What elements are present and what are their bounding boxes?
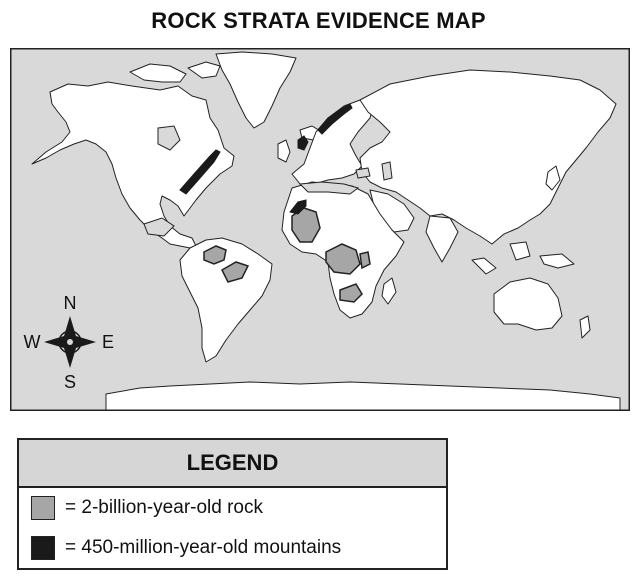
legend-item-mountains: = 450-million-year-old mountains [31, 536, 341, 560]
caspian-sea [381, 161, 393, 181]
japan [545, 165, 561, 191]
india [425, 215, 459, 263]
compass-rose: N S E W [24, 293, 115, 392]
compass-e: E [102, 332, 114, 352]
new-zealand [579, 315, 591, 339]
asia [359, 69, 617, 245]
north-america [31, 81, 235, 249]
new-guinea [539, 253, 575, 269]
compass-ring [58, 330, 82, 354]
compass-s: S [64, 372, 76, 392]
map-title: ROCK STRATA EVIDENCE MAP [151, 8, 486, 33]
old-rock-east-africa [359, 251, 371, 270]
south-america [179, 237, 273, 363]
mountains-northwest-africa [289, 199, 307, 215]
antarctica [105, 381, 621, 411]
old-rock-brazil-north [203, 245, 227, 265]
arctic-islands [129, 63, 187, 83]
compass-n: N [64, 293, 77, 313]
europe [291, 99, 375, 185]
borneo [509, 241, 531, 261]
greenland [215, 51, 297, 129]
australia [493, 277, 563, 331]
legend-heading: LEGEND [19, 440, 446, 488]
hudson-bay [157, 125, 181, 151]
madagascar [381, 277, 397, 305]
old-rock-brazil-south [221, 261, 250, 283]
mediterranean [298, 181, 360, 195]
black-sea [355, 167, 371, 179]
swatch-old-rock [31, 496, 55, 520]
legend-item-old-rock: = 2-billion-year-old rock [31, 496, 263, 520]
sumatra [471, 257, 497, 275]
compass-w: W [24, 332, 41, 352]
swatch-mountains [31, 536, 55, 560]
mountains-british-isles [297, 135, 309, 151]
british-isles [277, 139, 291, 163]
gulf-of-mexico [143, 217, 175, 237]
legend: LEGEND = 2-billion-year-old rock = 450-m… [17, 438, 448, 570]
legend-label-mountains: = 450-million-year-old mountains [65, 537, 342, 558]
old-rock-west-africa [291, 207, 321, 243]
mountains-scandinavia [317, 103, 353, 135]
legend-label-old-rock: = 2-billion-year-old rock [65, 497, 263, 518]
old-rock-south-africa [339, 283, 363, 303]
old-rock-central-africa [325, 243, 361, 275]
mountains-appalachian [179, 149, 221, 195]
world-map: N S E W [10, 48, 630, 411]
